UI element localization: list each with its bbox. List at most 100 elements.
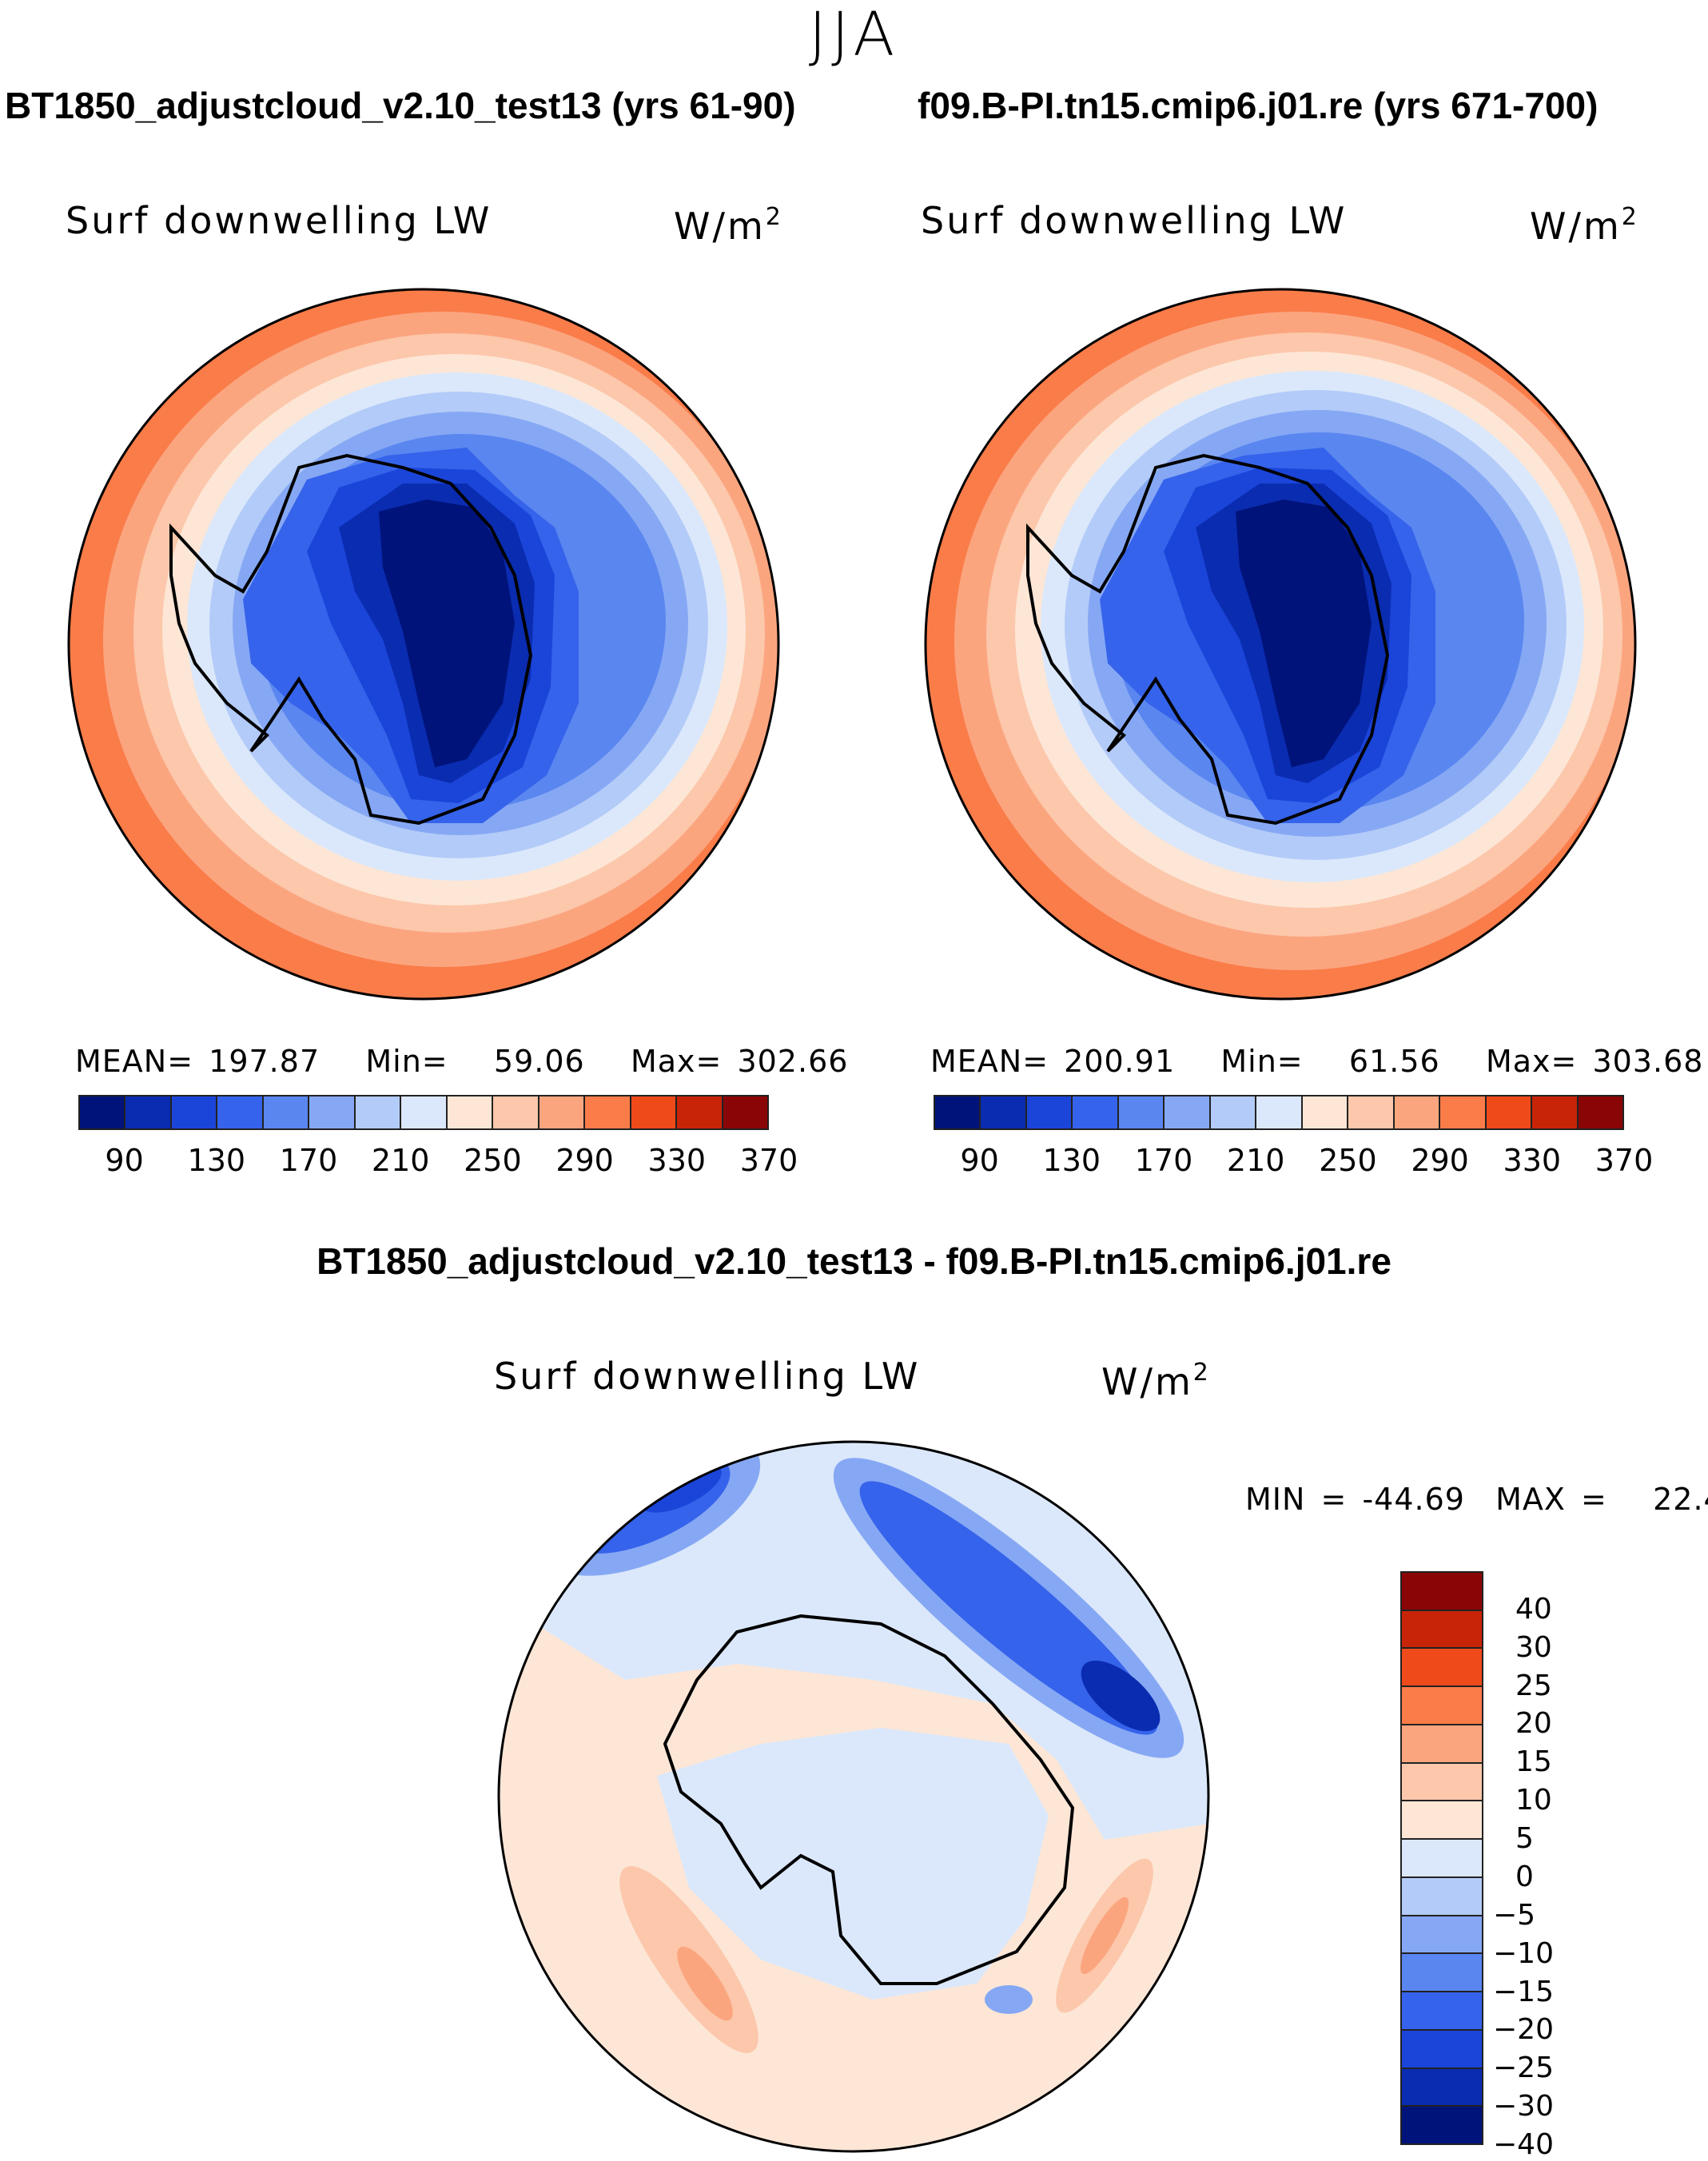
colorbar-box	[1578, 1096, 1623, 1128]
diff-title: BT1850_adjustcloud_v2.10_test13 - f09.B-…	[317, 1240, 1391, 1282]
colorbar-box	[1026, 1096, 1073, 1128]
colorbar-box	[1402, 1725, 1482, 1764]
colorbar-tick-label: 250	[1319, 1143, 1377, 1178]
colorbar-box	[1402, 1954, 1482, 1993]
panel1-polar-map	[67, 288, 780, 1001]
diff-polar-map	[497, 1440, 1210, 2153]
colorbar-level-label: 0	[1515, 1860, 1534, 1893]
colorbar-level-label: 20	[1515, 1707, 1552, 1741]
diff-colorbar-labels: 40 30 25 20 15 10 5 0 −5 −10 −15 −20 −25 −30 −40	[1493, 1571, 1589, 2160]
colorbar-tick-label: 330	[1503, 1143, 1562, 1178]
colorbar-box	[1402, 2107, 1482, 2144]
colorbar-box	[447, 1096, 494, 1128]
panel1-field-band	[379, 499, 515, 767]
panel1-colorbar-ticks: 90 130 170 210 250 290 330 370	[78, 1141, 798, 1180]
colorbar-box	[1402, 2068, 1482, 2107]
colorbar-box	[1256, 1096, 1303, 1128]
colorbar-box	[1402, 1763, 1482, 1802]
panel2-stats: MEAN= 200.91 Min= 61.56 Max= 303.68	[930, 1044, 1704, 1079]
colorbar-level-label: 40	[1515, 1592, 1552, 1626]
panel1-units: W/m2	[674, 203, 781, 248]
colorbar-tick-label: 210	[371, 1143, 430, 1178]
panel2-field-band	[1236, 499, 1372, 767]
panel1-case-title: BT1850_adjustcloud_v2.10_test13 (yrs 61-…	[5, 85, 796, 126]
diff-field-band	[985, 1985, 1033, 2014]
colorbar-box	[1210, 1096, 1257, 1128]
diff-field-band	[1081, 1660, 1161, 1732]
diff-map-boundary	[497, 1440, 1210, 2153]
colorbar-tick-label: 130	[1042, 1143, 1101, 1178]
colorbar-level-label: −10	[1493, 1936, 1554, 1970]
colorbar-box	[585, 1096, 631, 1128]
colorbar-box	[355, 1096, 402, 1128]
colorbar-level-label: −30	[1493, 2090, 1554, 2123]
colorbar-box	[1402, 1610, 1482, 1650]
panel2-variable-title: Surf downwelling LW	[921, 199, 1348, 242]
colorbar-box	[493, 1096, 539, 1128]
colorbar-box	[677, 1096, 723, 1128]
colorbar-box	[539, 1096, 586, 1128]
colorbar-box	[1532, 1096, 1579, 1128]
colorbar-box	[935, 1096, 981, 1128]
colorbar-tick-label: 130	[187, 1143, 246, 1178]
colorbar-box	[1402, 1840, 1482, 1878]
colorbar-tick-label: 170	[1134, 1143, 1193, 1178]
colorbar-tick-label: 370	[739, 1143, 798, 1178]
colorbar-box	[981, 1096, 1027, 1128]
colorbar-box	[171, 1096, 218, 1128]
colorbar-box	[263, 1096, 310, 1128]
colorbar-level-label: 5	[1515, 1822, 1534, 1856]
colorbar-box	[1073, 1096, 1119, 1128]
colorbar-box	[723, 1096, 768, 1128]
colorbar-tick-label: 210	[1226, 1143, 1285, 1178]
panel2-units: W/m2	[1530, 203, 1637, 248]
diff-variable-title: Surf downwelling LW	[494, 1355, 921, 1398]
colorbar-level-label: 30	[1515, 1630, 1552, 1664]
colorbar-tick-label: 250	[464, 1143, 522, 1178]
colorbar-level-label: −15	[1493, 1975, 1554, 2008]
colorbar-box	[401, 1096, 448, 1128]
colorbar-level-label: 10	[1515, 1784, 1552, 1817]
panel2-colorbar	[934, 1095, 1624, 1130]
diff-field-band	[657, 1728, 1049, 2000]
panel2-coastline	[1026, 453, 1390, 826]
diff-field-band	[1080, 1896, 1129, 1975]
colorbar-box	[631, 1096, 678, 1128]
panel1-colorbar	[78, 1095, 769, 1130]
colorbar-box	[1402, 2030, 1482, 2069]
colorbar-level-label: −40	[1493, 2128, 1554, 2161]
colorbar-box	[217, 1096, 264, 1128]
diff-field-band	[677, 1946, 733, 2021]
colorbar-box	[1402, 1687, 1482, 1725]
colorbar-level-label: −20	[1493, 2013, 1554, 2047]
colorbar-box	[1394, 1096, 1441, 1128]
colorbar-level-label: 15	[1515, 1745, 1552, 1779]
colorbar-level-label: 25	[1515, 1669, 1552, 1702]
colorbar-level-label: −5	[1493, 1898, 1536, 1932]
colorbar-box	[1348, 1096, 1395, 1128]
colorbar-box	[1402, 1877, 1482, 1916]
colorbar-box	[1402, 1992, 1482, 2031]
colorbar-box	[1402, 1573, 1482, 1611]
colorbar-box	[1402, 1916, 1482, 1955]
season-title: JJA	[808, 0, 900, 70]
panel2-case-title: f09.B-PI.tn15.cmip6.j01.re (yrs 671-700)	[918, 85, 1599, 126]
colorbar-box	[1440, 1096, 1487, 1128]
panel1-coastline	[169, 453, 533, 826]
colorbar-box	[309, 1096, 356, 1128]
panel1-map-boundary	[67, 288, 780, 1001]
panel1-stats: MEAN= 197.87 Min= 59.06 Max= 302.66	[75, 1044, 849, 1079]
colorbar-box	[80, 1096, 126, 1128]
colorbar-box	[125, 1096, 172, 1128]
colorbar-tick-label: 330	[647, 1143, 707, 1178]
colorbar-box	[1118, 1096, 1165, 1128]
colorbar-box	[1402, 1801, 1482, 1841]
panel2-map-boundary	[924, 288, 1637, 1001]
colorbar-box	[1302, 1096, 1349, 1128]
colorbar-box	[1165, 1096, 1211, 1128]
panel1-variable-title: Surf downwelling LW	[66, 199, 492, 242]
diff-units: W/m2	[1101, 1359, 1208, 1403]
colorbar-level-label: −25	[1493, 2052, 1554, 2085]
diff-colorbar	[1400, 1571, 1483, 2145]
colorbar-tick-label: 170	[279, 1143, 338, 1178]
